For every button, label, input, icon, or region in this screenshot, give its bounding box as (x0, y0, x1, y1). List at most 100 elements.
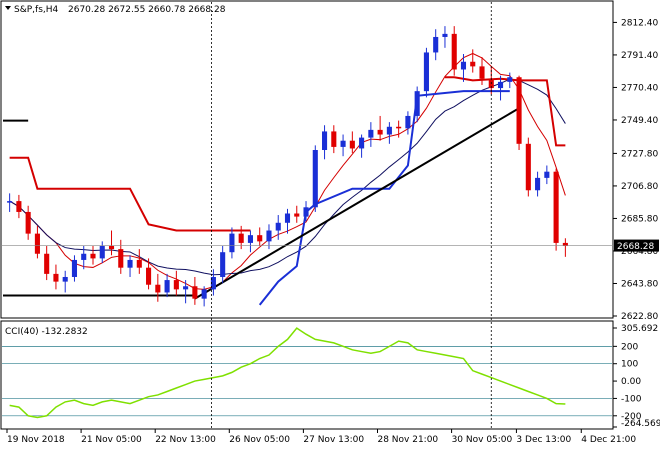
cci-tick-label: -200 (621, 412, 642, 422)
candle-body (414, 91, 420, 116)
session-separators (211, 2, 492, 428)
candle-body (136, 259, 142, 268)
candle-body (275, 222, 281, 231)
candle-body (396, 126, 402, 129)
price-tick-label: 2749.40 (621, 116, 658, 126)
x-tick-label: 22 Nov 13:00 (155, 435, 216, 445)
candle-body (183, 286, 189, 290)
candle-body (340, 140, 346, 147)
candle-body (460, 61, 467, 70)
candle-body (108, 246, 115, 250)
candle-body (155, 284, 161, 293)
candle-body (423, 52, 429, 92)
candle-body (525, 143, 531, 191)
candle-body (562, 242, 568, 247)
x-tick-label: 30 Nov 05:00 (452, 435, 513, 445)
price-tick-label: 2791.40 (621, 51, 658, 61)
candle-body (507, 77, 513, 82)
price-tick-label: 2685.80 (621, 214, 658, 224)
candle-body (62, 276, 68, 282)
price-tick-label: 2706.80 (621, 182, 658, 192)
x-tick-label: 21 Nov 05:00 (81, 435, 142, 445)
candle-body (544, 171, 550, 178)
cci-tick-label: 0.00 (621, 377, 641, 387)
current-price-marker: 2668.28 (1, 239, 659, 252)
candle-body (284, 213, 291, 223)
ohlc-readout: 2670.28 2672.55 2660.78 2668.28 (68, 5, 226, 15)
candle-body (127, 259, 133, 268)
candle-body (451, 33, 457, 70)
cci-title: CCI(40) -132.2832 (5, 327, 88, 337)
candle-body (312, 150, 318, 208)
candle-body (81, 253, 87, 260)
price-tick-label: 2664.80 (621, 247, 658, 257)
cci-y-axis: 305.692 200 100 0.00 -100 -200-264.5699 (613, 324, 660, 429)
symbol-label: S&P,fs,H4 (14, 5, 59, 15)
x-tick-label: 19 Nov 2018 (7, 435, 65, 445)
cci-line (9, 327, 566, 419)
candle-body (247, 235, 253, 243)
x-tick-label: 4 Dec 21:00 (581, 435, 636, 445)
candle-body (25, 211, 31, 234)
candle-body (303, 207, 309, 217)
candle-body (433, 36, 439, 53)
x-tick-label: 26 Nov 05:00 (229, 435, 290, 445)
candle-body (53, 273, 59, 282)
candle-body (164, 280, 170, 293)
price-tick-label: 2770.40 (621, 83, 658, 93)
candle-body (442, 33, 448, 37)
candle-body (201, 289, 207, 299)
candle-body (71, 259, 78, 277)
red-step-line (9, 156, 251, 232)
candle-body (470, 61, 476, 67)
candlestick-series (7, 26, 568, 307)
price-tick-label: 2622.80 (621, 312, 658, 322)
candle-body (359, 137, 365, 149)
blue-step-line (258, 90, 510, 306)
candle-body (7, 201, 13, 203)
candle-body (16, 201, 22, 212)
x-tick-label: 3 Dec 13:00 (516, 435, 571, 445)
candle-body (497, 81, 504, 89)
cci-panel-frame (0, 320, 614, 430)
candle-body (257, 235, 263, 242)
candle-body (229, 233, 235, 253)
cci-tick-label: -100 (621, 394, 642, 404)
candle-body (118, 249, 124, 268)
x-tick-label: 27 Nov 13:00 (303, 435, 364, 445)
cci-tick-label: -264.5699 (621, 419, 660, 429)
cci-gridlines (2, 345, 612, 417)
candle-body (99, 246, 105, 259)
chart-header: S&P,fs,H4 2670.28 2672.55 2660.78 2668.2… (5, 5, 226, 15)
candle-body (44, 253, 50, 274)
candle-body (553, 171, 559, 243)
candle-body (146, 267, 152, 285)
price-panel-frame (0, 0, 614, 319)
candle-body (322, 131, 328, 151)
candle-body (516, 77, 522, 144)
price-tick-label: 2727.80 (621, 149, 658, 159)
candle-body (405, 115, 411, 129)
candle-body (34, 233, 40, 254)
candle-body (479, 66, 485, 79)
candle-body (535, 177, 541, 191)
candle-body (349, 140, 355, 149)
ascending-trendline (194, 107, 520, 300)
x-axis: 19 Nov 2018 21 Nov 05:00 22 Nov 13:00 26 No… (6, 429, 636, 445)
dropdown-triangle-icon[interactable] (5, 6, 11, 10)
price-tick-label: 2643.80 (621, 279, 658, 289)
cci-tick-label: 100 (621, 360, 638, 370)
candle-body (210, 276, 216, 290)
candle-body (192, 286, 198, 299)
candle-body (238, 233, 244, 243)
candle-body (90, 253, 96, 259)
current-price-box (614, 239, 659, 252)
price-y-axis: 2812.40 2791.40 2770.40 2749.40 2727.80 2706.… (613, 18, 658, 322)
candle-body (220, 252, 226, 277)
candle-body (173, 280, 179, 290)
candle-body (368, 129, 374, 138)
candle-body (386, 126, 392, 135)
candle-body (331, 131, 337, 147)
candle-body (377, 129, 383, 135)
